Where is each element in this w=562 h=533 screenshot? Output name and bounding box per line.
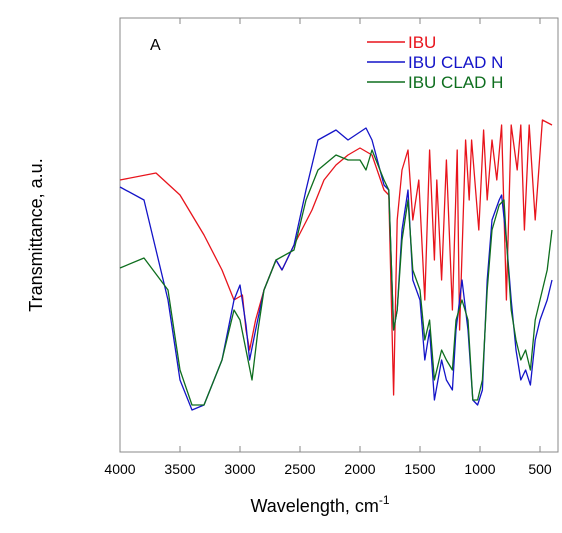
- x-axis-label: Wavelength, cm-1: [250, 493, 389, 516]
- series-line: [119, 149, 553, 406]
- series-line: [119, 127, 553, 411]
- x-axis-label-text: Wavelength, cm: [250, 496, 378, 516]
- panel-label: A: [150, 37, 161, 54]
- series-line: [119, 119, 553, 396]
- legend-label: IBU: [408, 33, 436, 52]
- x-tick-label: 2000: [344, 461, 375, 477]
- legend-label: IBU CLAD H: [408, 73, 503, 92]
- x-tick-label: 3000: [224, 461, 255, 477]
- x-tick-label: 1500: [404, 461, 435, 477]
- plot-frame: [119, 17, 559, 453]
- x-axis-label-sup: -1: [379, 493, 390, 507]
- x-tick-label: 3500: [164, 461, 195, 477]
- x-tick-label: 4000: [104, 461, 135, 477]
- legend-label: IBU CLAD N: [408, 53, 503, 72]
- x-tick-label: 2500: [284, 461, 315, 477]
- y-axis-label: Transmittance, a.u.: [26, 158, 46, 311]
- x-tick-label: 1000: [464, 461, 495, 477]
- x-tick-label: 500: [528, 461, 552, 477]
